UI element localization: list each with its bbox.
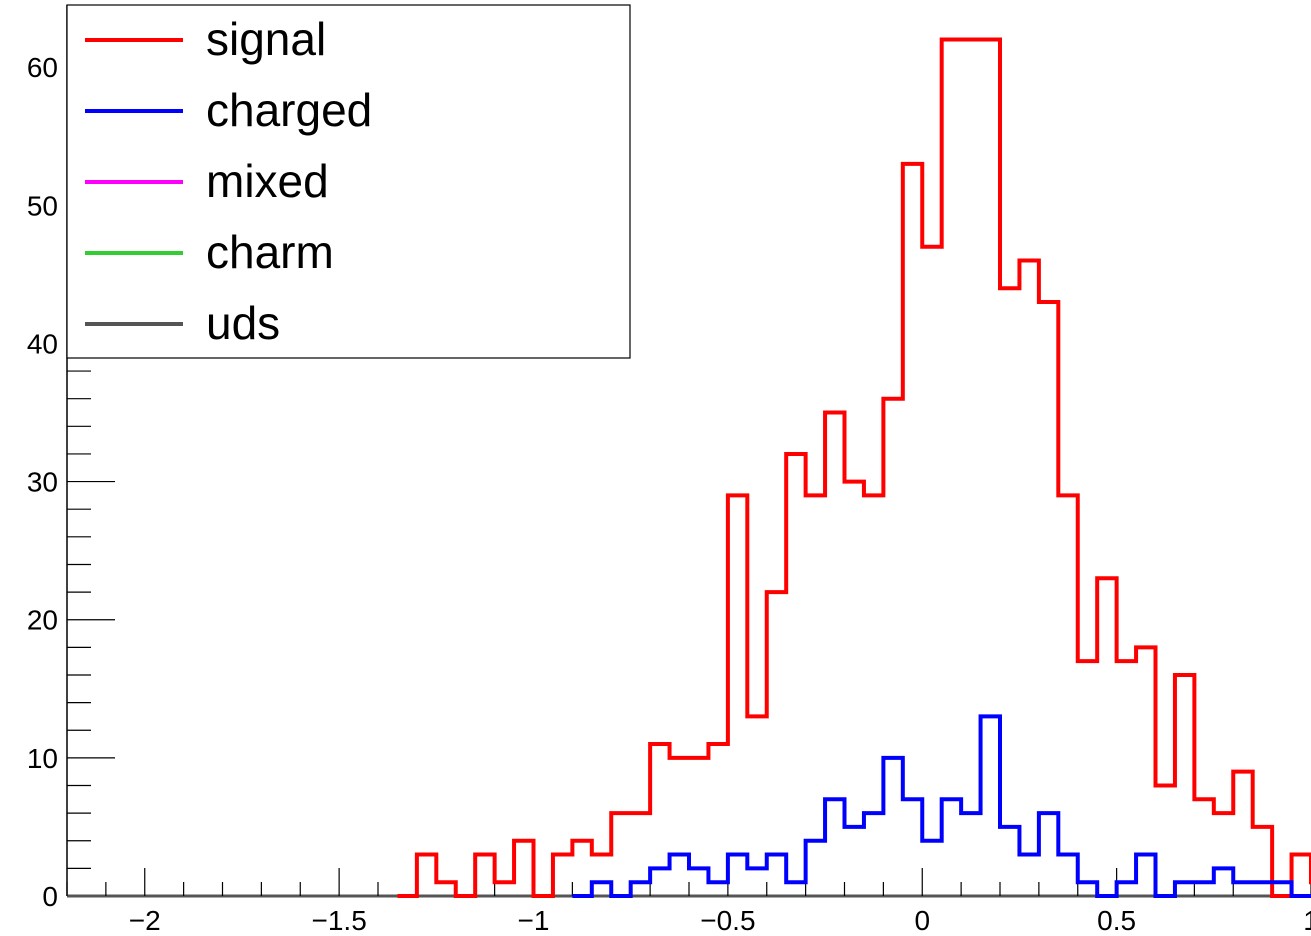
x-tick-label: −1.5 — [311, 905, 366, 936]
series-line-charged — [572, 714, 1311, 898]
y-tick-label: 30 — [27, 467, 58, 498]
legend-label-uds: uds — [206, 297, 280, 349]
y-tick-label: 0 — [42, 881, 58, 912]
legend-label-signal: signal — [206, 13, 326, 65]
x-tick-label: 0 — [914, 905, 930, 936]
x-tick-label: −2 — [129, 905, 161, 936]
x-tick-label: 1 — [1303, 905, 1311, 936]
legend-label-charm: charm — [206, 226, 334, 278]
legend-label-charged: charged — [206, 84, 372, 136]
series-line-signal — [397, 37, 1311, 898]
y-tick-label: 40 — [27, 328, 58, 359]
y-tick-label: 10 — [27, 743, 58, 774]
series-lines — [397, 37, 1311, 898]
x-tick-label: 0.5 — [1097, 905, 1136, 936]
y-tick-label: 20 — [27, 605, 58, 636]
x-tick-label: −1 — [518, 905, 550, 936]
y-tick-label: 60 — [27, 52, 58, 83]
legend-label-mixed: mixed — [206, 155, 329, 207]
y-tick-label: 50 — [27, 190, 58, 221]
x-tick-label: −0.5 — [700, 905, 755, 936]
legend: signal charged mixed charm uds — [66, 4, 631, 359]
